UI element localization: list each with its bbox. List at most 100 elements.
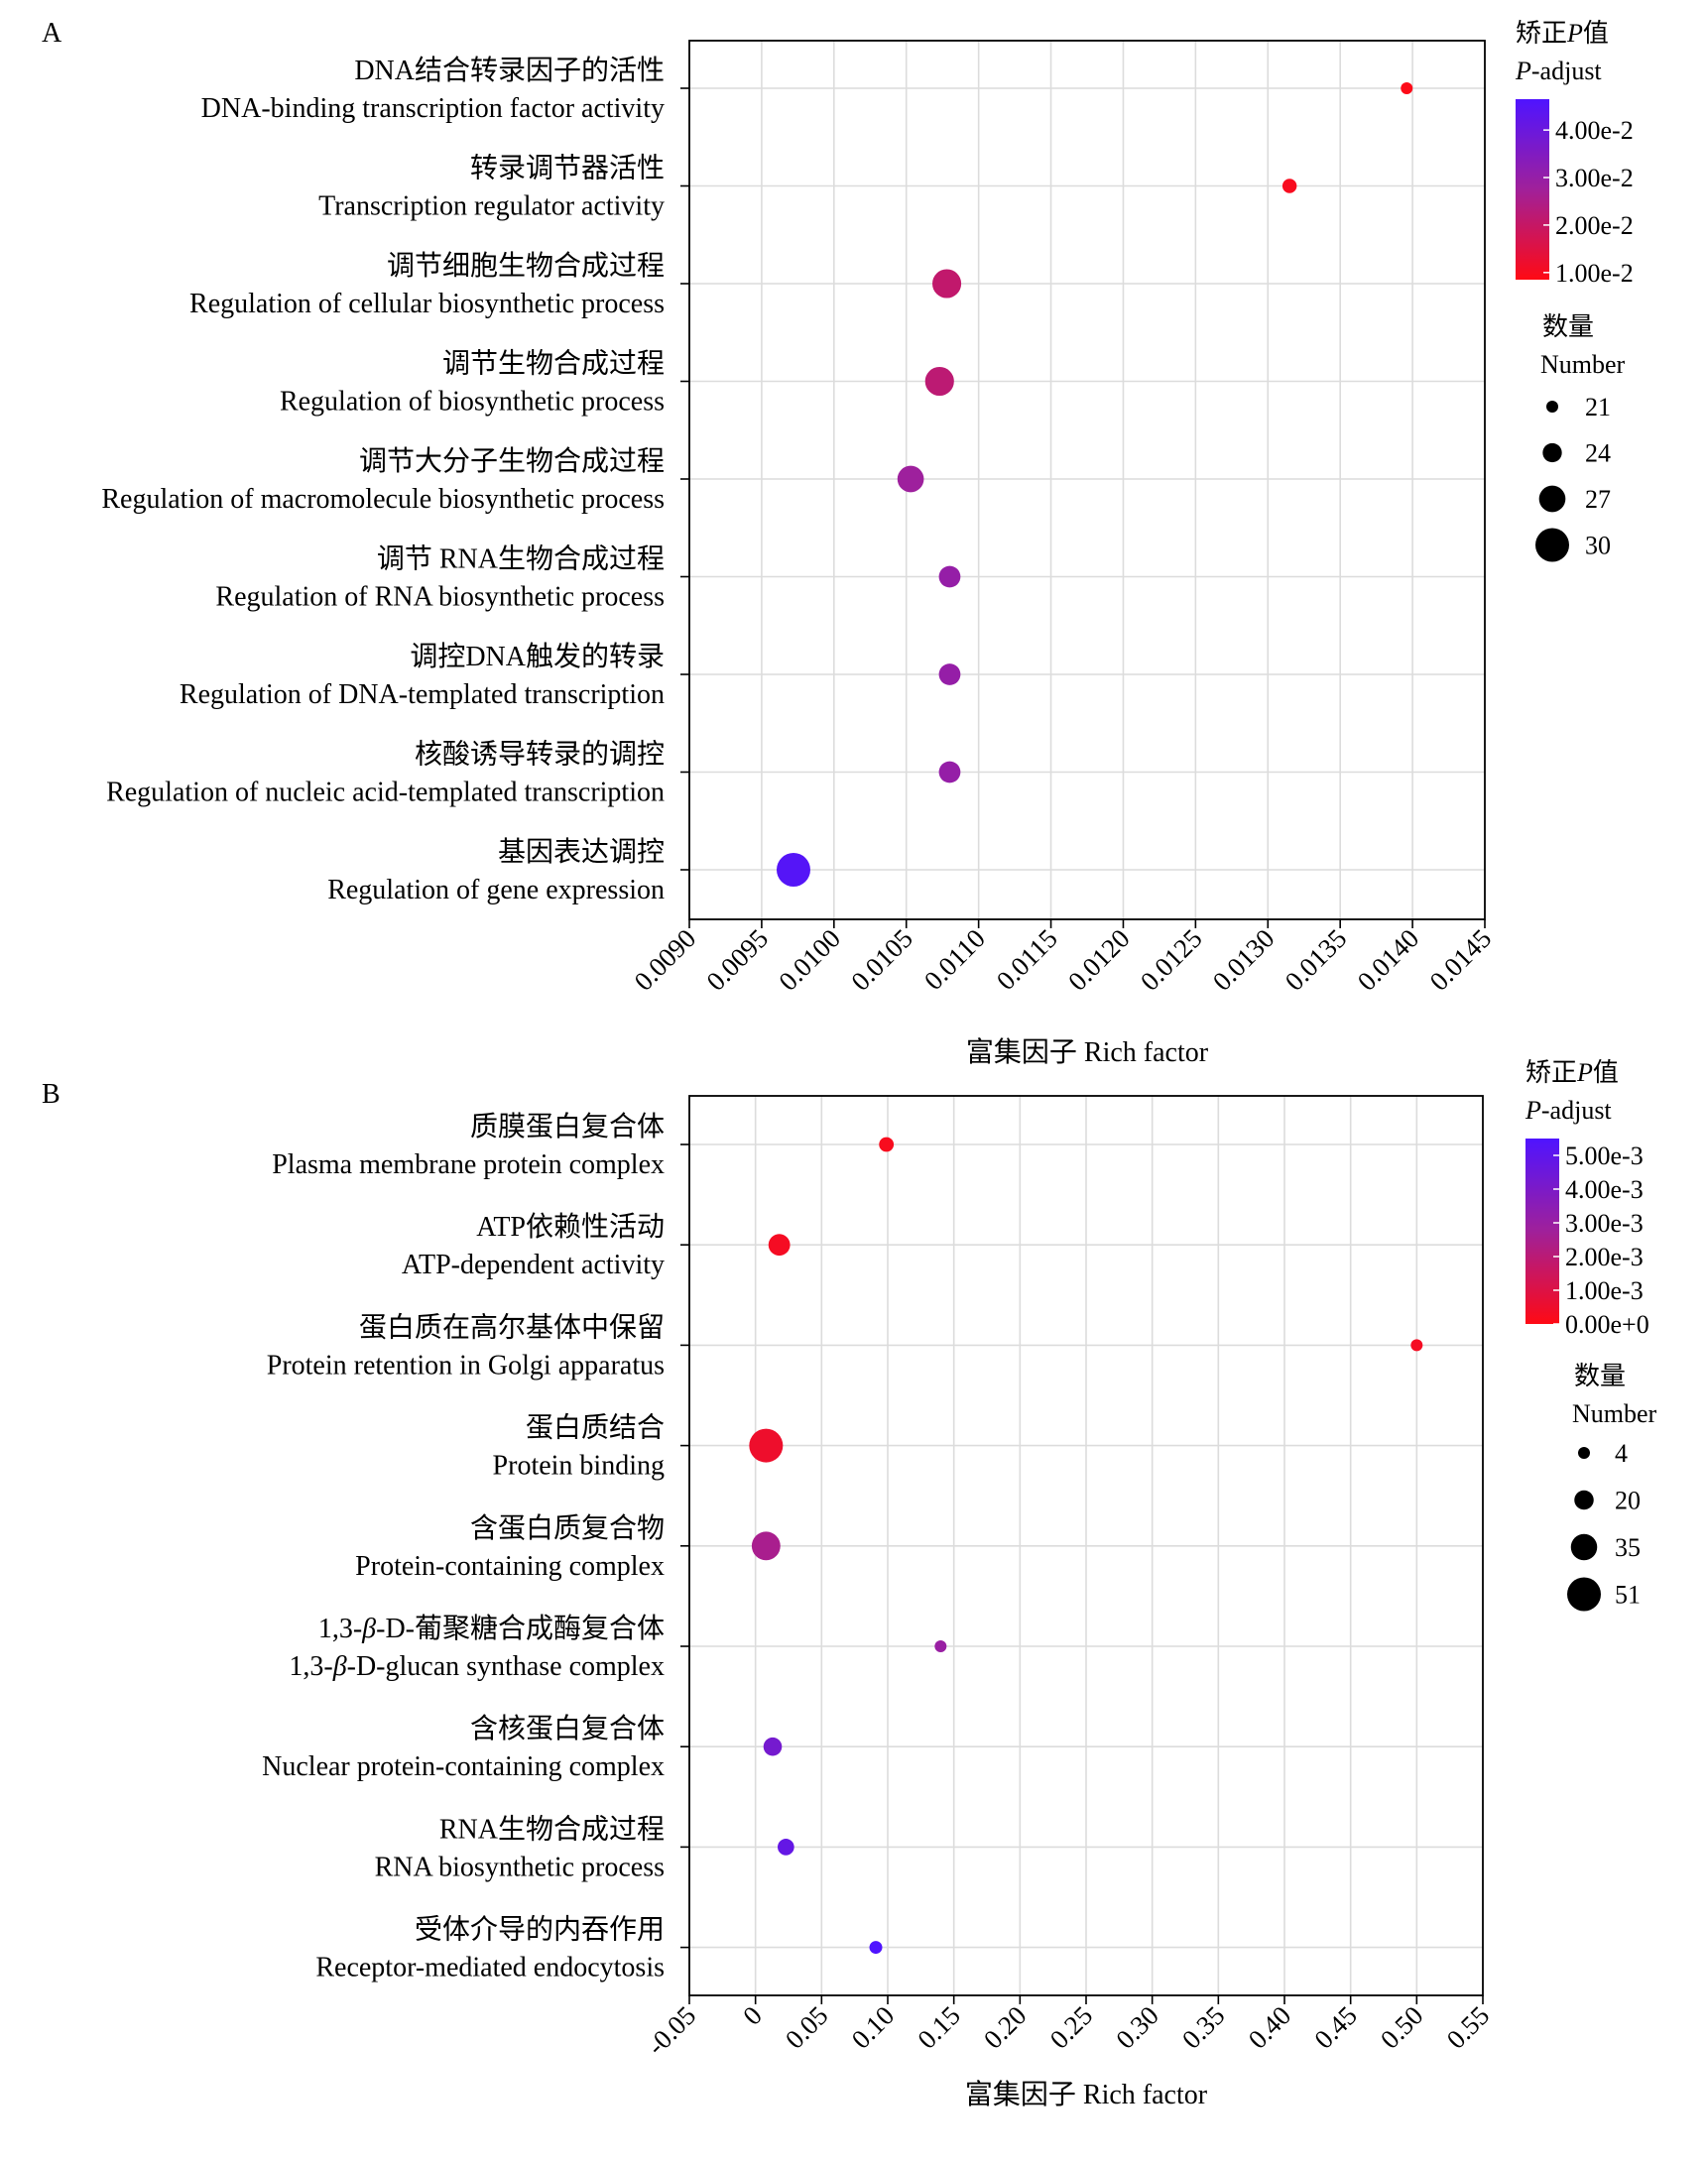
colorbar-tick-label: 3.00e-2 [1555, 164, 1634, 192]
colorbar [1525, 1139, 1559, 1324]
data-point [938, 663, 961, 685]
y-label-en: Protein retention in Golgi apparatus [267, 1350, 665, 1381]
panel-letter: A [42, 18, 62, 49]
size-legend-title-cn: 数量 [1542, 312, 1594, 341]
data-point [938, 761, 961, 783]
data-point [776, 853, 810, 887]
x-tick-label: 0.0130 [1207, 923, 1281, 997]
x-tick-label: 0.45 [1308, 2000, 1363, 2055]
y-label-en: Regulation of DNA-templated transcriptio… [180, 679, 665, 710]
gridlines [689, 41, 1485, 919]
color-legend-title-en: P-adjust [1525, 1096, 1612, 1125]
y-label-en: Regulation of RNA biosynthetic process [215, 582, 665, 613]
size-legend: 数量 Number 4 20 35 51 [1567, 1362, 1657, 1612]
size-legend-title-cn: 数量 [1574, 1362, 1626, 1390]
plot-frame [688, 40, 1486, 920]
x-tick-label: 0.30 [1110, 2000, 1164, 2055]
y-label-en: RNA biosynthetic process [375, 1852, 665, 1882]
y-label-en: Protein-containing complex [355, 1551, 665, 1582]
x-tick-label: 0.15 [912, 2000, 966, 2055]
x-tick-label: 0.20 [978, 2000, 1033, 2055]
y-label-cn: 受体介导的内吞作用 [415, 1914, 665, 1946]
y-label-cn: 调控DNA触发的转录 [410, 641, 665, 672]
color-legend: 矫正P值 P-adjust 4.00e-2 3.00e-2 2.00e-2 1.00e-2 [1515, 19, 1634, 288]
size-legend-label: 35 [1615, 1533, 1641, 1562]
x-tick-label: 0.0110 [918, 923, 991, 996]
colorbar-tick-label: 1.00e-2 [1555, 259, 1634, 288]
y-label-en: Protein binding [493, 1451, 665, 1482]
size-legend-label: 51 [1615, 1581, 1641, 1610]
size-legend-dot [1546, 401, 1558, 413]
size-legend-dot [1542, 442, 1562, 463]
x-tick-label: 0.35 [1176, 2000, 1231, 2055]
data-point [749, 1428, 784, 1463]
gridlines [689, 1096, 1483, 1995]
x-tick-label: 0.0125 [1135, 923, 1208, 997]
colorbar-tick-label: 4.00e-3 [1565, 1175, 1644, 1204]
size-legend-dot [1570, 1533, 1598, 1561]
y-label-en: Regulation of gene expression [327, 875, 665, 905]
x-axis-title: 富集因子 Rich factor [966, 1036, 1209, 1068]
data-point [879, 1137, 895, 1152]
color-legend-title-en: P-adjust [1515, 57, 1602, 85]
colorbar-tick-label: 2.00e-3 [1565, 1243, 1644, 1271]
size-legend-label: 24 [1585, 439, 1611, 468]
x-tick-label: 0.0090 [629, 923, 702, 997]
data-point [1281, 179, 1297, 193]
y-label-cn: 含蛋白质复合物 [470, 1512, 665, 1544]
y-label-cn: 基因表达调控 [498, 836, 665, 868]
panel-letter: B [42, 1079, 61, 1110]
size-legend-dot [1538, 485, 1566, 513]
colorbar-tick-label: 1.00e-3 [1565, 1276, 1644, 1305]
data-point [932, 269, 962, 299]
x-tick-label: 0.0105 [845, 923, 918, 997]
y-label-cn: 核酸诱导转录的调控 [415, 739, 665, 771]
data-point [777, 1839, 794, 1856]
colorbar-tick-label: 4.00e-2 [1555, 116, 1634, 145]
size-legend-dot [1574, 1490, 1594, 1510]
y-label-en: DNA-binding transcription factor activit… [201, 93, 665, 124]
y-label-en: Nuclear protein-containing complex [262, 1751, 665, 1782]
color-legend: 矫正P值 P-adjust 5.00e-3 4.00e-3 3.00e-3 2.00e-3… [1525, 1058, 1649, 1339]
data-point [751, 1531, 781, 1561]
x-tick-label: 0.50 [1375, 2000, 1429, 2055]
y-label-cn: 调节大分子生物合成过程 [359, 445, 665, 477]
y-label-en: ATP-dependent activity [402, 1250, 665, 1280]
size-legend-dot [1578, 1447, 1590, 1459]
panel-b: B-0.05 0 0.05 0.10 0.15 0.20 0.25 0.30 0.35 0.40 0… [42, 1058, 1657, 2110]
y-label-cn: 含核蛋白复合体 [470, 1713, 665, 1744]
x-tick-label: 0.0145 [1424, 923, 1498, 997]
y-label-cn: 调节生物合成过程 [442, 348, 665, 380]
colorbar-tick-label: 0.00e+0 [1565, 1310, 1649, 1339]
x-tick-label: 0.25 [1044, 2000, 1099, 2055]
y-label-en: Receptor-mediated endocytosis [315, 1953, 665, 1983]
size-legend-label: 30 [1585, 532, 1611, 560]
size-legend-title-en: Number [1540, 350, 1626, 379]
y-label-en: Transcription regulator activity [318, 191, 665, 222]
colorbar [1516, 99, 1549, 280]
panel-a: A0.0090 0.0095 0.0100 0.0105 0.0110 0.0115 0.0… [42, 18, 1634, 1068]
x-axis-title: 富集因子 Rich factor [965, 2079, 1208, 2110]
data-point [768, 1234, 791, 1257]
y-label-cn: DNA结合转录因子的活性 [354, 55, 665, 86]
y-label-cn: 1,3-β-D-葡聚糖合成酶复合体 [318, 1613, 665, 1644]
x-tick-label: -0.05 [641, 2000, 701, 2061]
x-tick-label: 0.0115 [991, 923, 1063, 996]
x-tick-label: 0.55 [1441, 2000, 1496, 2055]
y-label-cn: 调节细胞生物合成过程 [387, 250, 665, 282]
x-tick-label: 0.40 [1243, 2000, 1297, 2055]
color-legend-title-cn: 矫正P值 [1516, 19, 1609, 48]
colorbar-tick-label: 3.00e-3 [1565, 1209, 1644, 1238]
x-tick-label: 0 [737, 2000, 768, 2031]
size-legend-dot [1567, 1577, 1601, 1612]
y-label-cn: RNA生物合成过程 [439, 1813, 665, 1845]
x-tick-label: 0.10 [846, 2000, 901, 2055]
y-label-cn: 调节 RNA生物合成过程 [377, 543, 665, 575]
data-point [869, 1941, 883, 1955]
data-point [1401, 82, 1413, 94]
y-label-en: 1,3-β-D-glucan synthase complex [289, 1651, 665, 1682]
size-legend-label: 21 [1585, 393, 1611, 421]
x-tick-label: 0.05 [780, 2000, 834, 2055]
data-point [934, 1640, 947, 1652]
